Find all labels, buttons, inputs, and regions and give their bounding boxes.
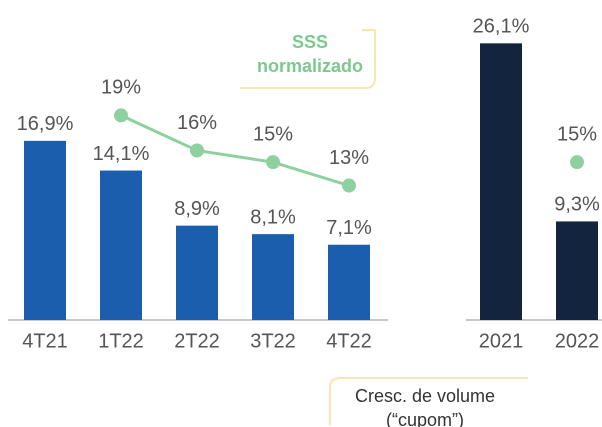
x-tick-label: 4T21 bbox=[22, 330, 68, 352]
data-label: 14,1% bbox=[93, 143, 150, 165]
bar bbox=[328, 244, 370, 320]
line bbox=[120, 114, 350, 187]
bar bbox=[252, 234, 294, 320]
data-label: 15% bbox=[253, 123, 293, 145]
callout-bracket bbox=[240, 29, 376, 89]
data-label: 16% bbox=[177, 112, 217, 134]
line-legend: SSS normalizado bbox=[256, 32, 363, 76]
data-label: 16,9% bbox=[17, 113, 74, 135]
data-label: 15% bbox=[557, 123, 597, 145]
bar bbox=[176, 225, 218, 320]
x-tick-label: 2T22 bbox=[174, 330, 220, 352]
bar bbox=[480, 43, 522, 321]
data-label: 7,1% bbox=[326, 217, 372, 239]
data-label: 19% bbox=[101, 77, 141, 99]
line-point bbox=[114, 108, 128, 123]
callout-bracket bbox=[329, 377, 528, 425]
bar bbox=[24, 140, 66, 320]
bar bbox=[556, 221, 598, 320]
bar bbox=[100, 170, 142, 320]
line-point bbox=[570, 155, 584, 170]
line-point bbox=[190, 143, 204, 158]
x-tick-label: 4T22 bbox=[326, 330, 372, 352]
data-label: 13% bbox=[329, 147, 369, 169]
data-label: 8,1% bbox=[250, 206, 296, 228]
data-label: 9,3% bbox=[554, 194, 600, 216]
data-label: 26,1% bbox=[473, 16, 530, 38]
x-tick-label: 3T22 bbox=[250, 330, 296, 352]
data-label: 8,9% bbox=[174, 198, 220, 220]
x-tick-label: 2021 bbox=[479, 330, 524, 352]
x-tick-label: 2022 bbox=[555, 330, 600, 352]
bar-legend: Cresc. de volume (“cupom”) bbox=[354, 386, 496, 427]
line-point bbox=[342, 178, 356, 193]
x-tick-label: 1T22 bbox=[98, 330, 144, 352]
line-point bbox=[266, 155, 280, 170]
